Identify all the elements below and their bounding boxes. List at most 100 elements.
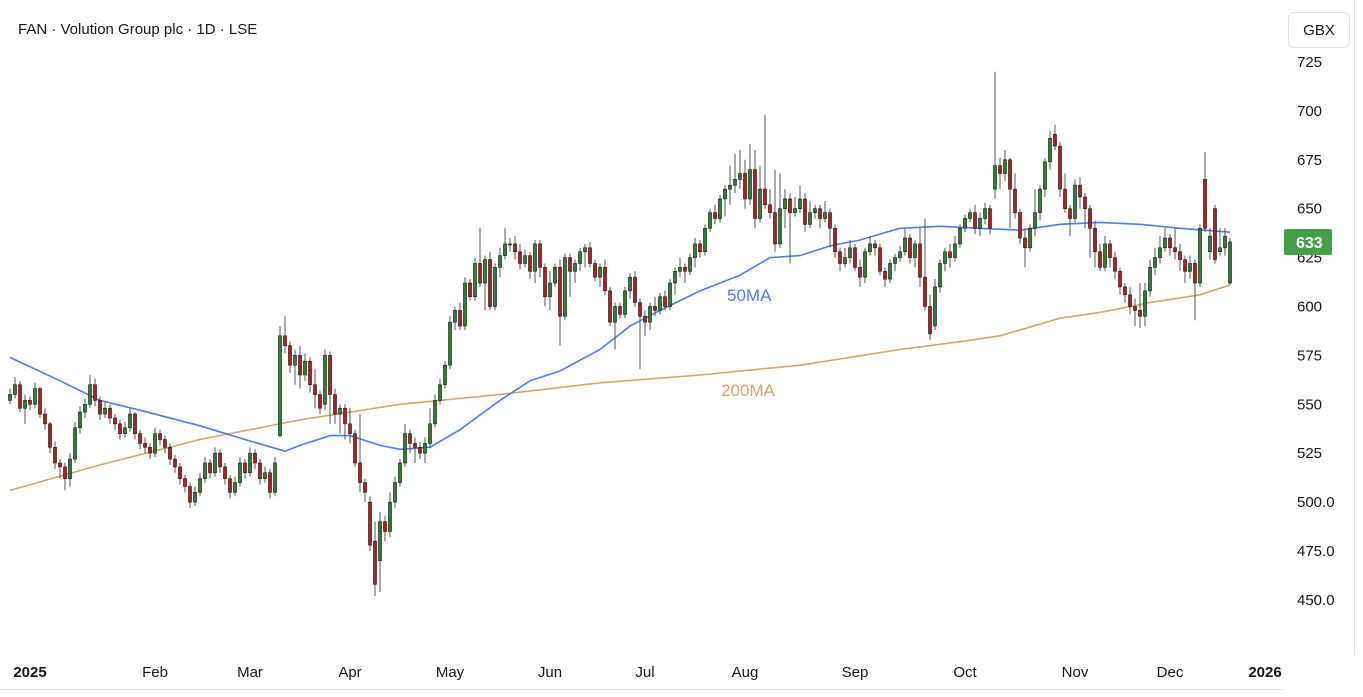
candle — [433, 394, 437, 428]
candle — [1038, 185, 1042, 221]
candle — [623, 286, 627, 319]
time-axis[interactable]: 2025 Feb Mar Apr May Jun Jul Aug Sep Oct Nov Dec 202… — [13, 655, 1363, 697]
candle — [1068, 204, 1072, 237]
candle — [453, 306, 457, 330]
candle-body-up — [903, 237, 907, 253]
candle-body-up — [1218, 247, 1222, 253]
candle — [133, 412, 137, 440]
candle-body-up — [1033, 212, 1037, 229]
candle-body-down — [1088, 208, 1092, 229]
candle-body-up — [933, 286, 937, 327]
candle-body-down — [878, 247, 882, 272]
candle — [738, 150, 742, 190]
candle — [1133, 298, 1137, 327]
candle-body-up — [613, 306, 617, 323]
candle-body-down — [418, 447, 422, 454]
candle-body-down — [283, 335, 287, 346]
candle — [733, 153, 737, 194]
x-tick-label: Jul — [635, 664, 654, 681]
candle-body-up — [708, 212, 712, 229]
candle — [423, 437, 427, 463]
candle-body-down — [43, 413, 47, 425]
candle-body-up — [1208, 235, 1212, 253]
candle-body-up — [448, 321, 452, 366]
candle-body-up — [103, 407, 107, 415]
candle — [838, 247, 842, 272]
candle-body-down — [568, 257, 572, 272]
candle-body-down — [363, 482, 367, 493]
candle — [243, 459, 247, 479]
candle-body-down — [1013, 188, 1017, 213]
candle-body-up — [13, 384, 17, 395]
candle-body-up — [238, 462, 242, 483]
candle — [1183, 255, 1187, 284]
candle — [618, 302, 622, 319]
candle — [908, 234, 912, 264]
candle — [583, 243, 587, 268]
candle-body-down — [928, 306, 932, 335]
candle — [1178, 243, 1182, 272]
candle-body-up — [868, 243, 872, 253]
x-tick-label: Oct — [953, 664, 977, 681]
candle-body-up — [938, 263, 942, 288]
candle — [88, 374, 92, 409]
candle-body-down — [1083, 196, 1087, 210]
candle — [833, 224, 837, 258]
candle — [68, 453, 72, 487]
candle — [843, 247, 847, 268]
candle — [253, 449, 257, 469]
candle-body-up — [983, 208, 987, 219]
candle-body-down — [368, 501, 372, 546]
candle-body-up — [848, 247, 852, 258]
candle-body-up — [718, 198, 722, 219]
candle — [823, 200, 827, 223]
candle-body-down — [228, 478, 232, 493]
candle-body-up — [278, 335, 282, 436]
candle-body-down — [803, 198, 807, 225]
candle — [1028, 224, 1032, 252]
candle — [773, 169, 777, 252]
candle-body-up — [1073, 184, 1077, 219]
candle — [613, 302, 617, 350]
candle — [688, 253, 692, 276]
candle — [278, 326, 282, 438]
candle-body-down — [343, 407, 347, 425]
candle-body-down — [328, 355, 332, 395]
y-tick-label: 650 — [1297, 201, 1322, 218]
candle-body-down — [53, 447, 57, 464]
candle — [653, 296, 657, 317]
x-tick-label: Sep — [842, 664, 869, 681]
currency-unit-button[interactable]: GBX — [1288, 12, 1350, 48]
candle — [1003, 150, 1007, 182]
candle-body-down — [1068, 208, 1072, 219]
price-axis[interactable]: 725700675650625600575550525500.0475.0450… — [1297, 54, 1335, 609]
candle-body-up — [548, 282, 552, 298]
candle — [793, 196, 797, 217]
candle-body-up — [1103, 243, 1107, 268]
candle-body-up — [533, 243, 537, 272]
candle-body-down — [268, 472, 272, 493]
candle-body-up — [443, 364, 447, 386]
candle — [758, 165, 762, 223]
last-price-value: 633 — [1296, 235, 1323, 252]
candle-body-down — [908, 237, 912, 258]
candle — [1173, 228, 1177, 260]
candle-body-up — [1228, 241, 1232, 284]
candle-body-up — [213, 452, 217, 474]
candle-body-down — [528, 255, 532, 272]
candle-body-up — [1163, 237, 1167, 249]
candle-body-up — [293, 355, 297, 366]
candle — [1088, 204, 1092, 258]
candle-body-down — [603, 267, 607, 292]
candle — [358, 414, 362, 493]
candle-body-up — [8, 394, 12, 401]
candle — [1223, 228, 1227, 256]
candle — [413, 437, 417, 463]
candle-body-down — [618, 306, 622, 315]
candle — [8, 388, 12, 405]
x-tick-label: Apr — [338, 664, 361, 681]
candle — [238, 457, 242, 487]
candle — [208, 459, 212, 479]
candle-body-down — [683, 267, 687, 272]
